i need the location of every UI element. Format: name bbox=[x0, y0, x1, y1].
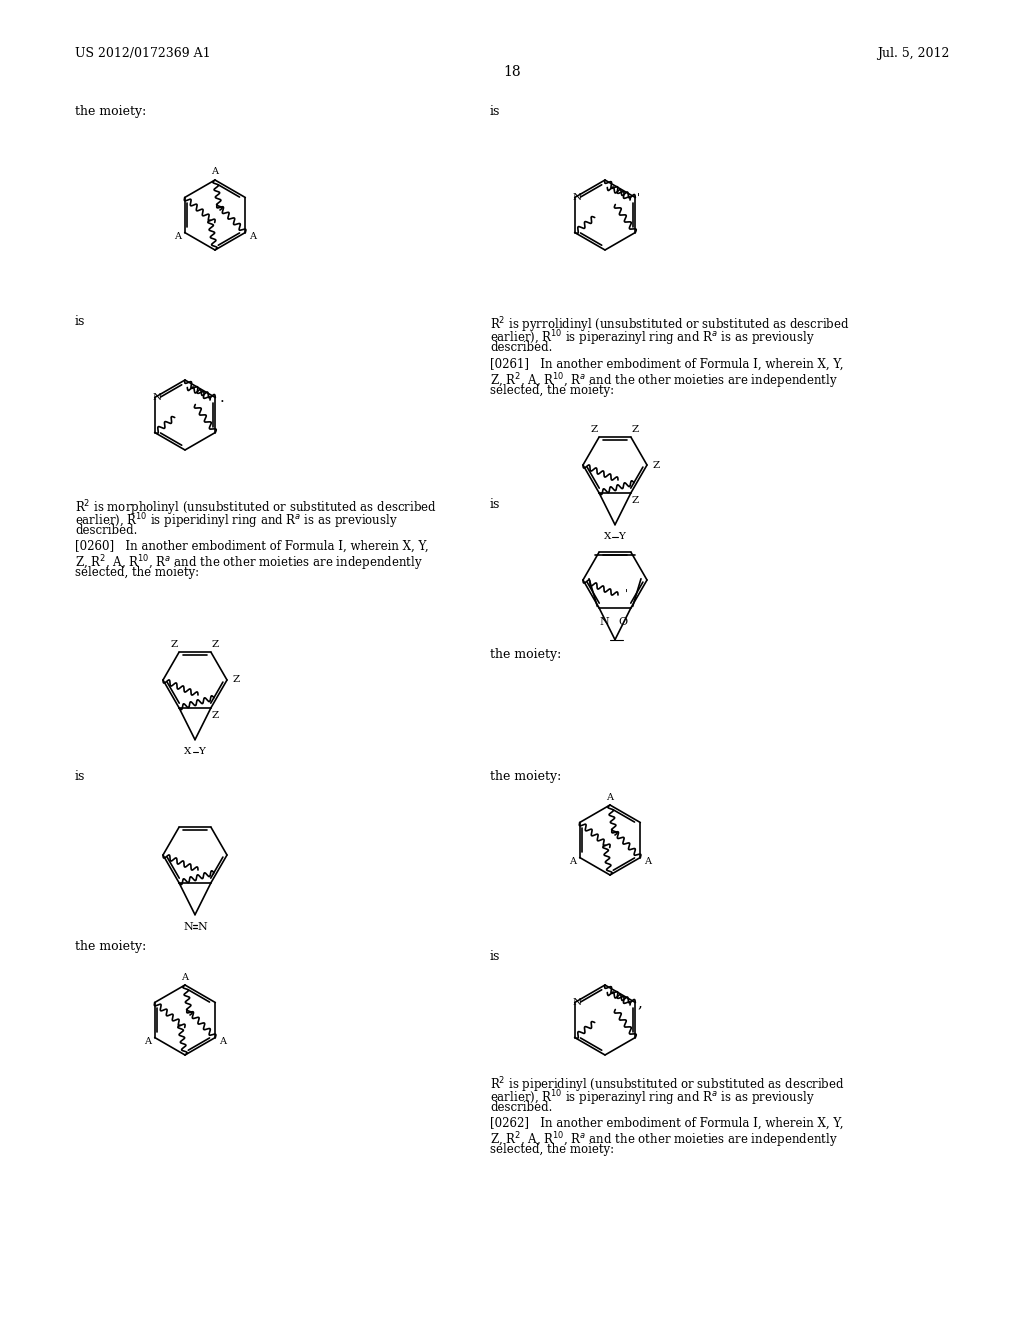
Text: A: A bbox=[174, 232, 181, 242]
Text: is: is bbox=[490, 106, 501, 117]
Text: R$^2$ is pyrrolidinyl (unsubstituted or substituted as described: R$^2$ is pyrrolidinyl (unsubstituted or … bbox=[490, 315, 850, 334]
Text: N: N bbox=[183, 921, 193, 932]
Text: N: N bbox=[572, 998, 582, 1007]
Text: Z: Z bbox=[652, 461, 659, 470]
Text: [0262]   In another embodiment of Formula I, wherein X, Y,: [0262] In another embodiment of Formula … bbox=[490, 1117, 844, 1130]
Text: ,: , bbox=[637, 997, 642, 1010]
Text: is: is bbox=[490, 950, 501, 964]
Text: Z: Z bbox=[232, 676, 240, 685]
Text: A: A bbox=[606, 792, 613, 801]
Text: described.: described. bbox=[75, 524, 137, 537]
Text: A: A bbox=[212, 168, 218, 177]
Text: earlier), R$^{10}$ is piperidinyl ring and R$^a$ is as previously: earlier), R$^{10}$ is piperidinyl ring a… bbox=[75, 511, 397, 531]
Text: [0260]   In another embodiment of Formula I, wherein X, Y,: [0260] In another embodiment of Formula … bbox=[75, 540, 429, 553]
Text: X: X bbox=[604, 532, 611, 541]
Text: selected, the moiety:: selected, the moiety: bbox=[490, 1143, 614, 1156]
Text: earlier), R$^{10}$ is piperazinyl ring and R$^a$ is as previously: earlier), R$^{10}$ is piperazinyl ring a… bbox=[490, 1088, 815, 1107]
Text: O: O bbox=[618, 616, 628, 627]
Text: is: is bbox=[75, 770, 85, 783]
Text: Z: Z bbox=[632, 496, 639, 506]
Text: A: A bbox=[219, 1038, 225, 1045]
Text: N: N bbox=[599, 616, 609, 627]
Text: Z: Z bbox=[632, 425, 639, 434]
Text: Z: Z bbox=[591, 425, 598, 434]
Text: is: is bbox=[490, 498, 501, 511]
Text: N: N bbox=[198, 921, 207, 932]
Text: the moiety:: the moiety: bbox=[490, 770, 561, 783]
Text: N: N bbox=[153, 393, 161, 403]
Text: earlier), R$^{10}$ is piperazinyl ring and R$^a$ is as previously: earlier), R$^{10}$ is piperazinyl ring a… bbox=[490, 327, 815, 347]
Text: [0261]   In another embodiment of Formula I, wherein X, Y,: [0261] In another embodiment of Formula … bbox=[490, 358, 844, 371]
Text: US 2012/0172369 A1: US 2012/0172369 A1 bbox=[75, 48, 211, 59]
Text: R$^2$ is piperidinyl (unsubstituted or substituted as described: R$^2$ is piperidinyl (unsubstituted or s… bbox=[490, 1074, 845, 1094]
Text: Z, R$^2$, A, R$^{10}$, R$^a$ and the other moieties are independently: Z, R$^2$, A, R$^{10}$, R$^a$ and the oth… bbox=[490, 371, 838, 391]
Text: Y: Y bbox=[199, 747, 206, 756]
Text: N: N bbox=[572, 193, 582, 202]
Text: 18: 18 bbox=[503, 65, 521, 79]
Text: ': ' bbox=[625, 589, 628, 599]
Text: Z, R$^2$, A, R$^{10}$, R$^a$ and the other moieties are independently: Z, R$^2$, A, R$^{10}$, R$^a$ and the oth… bbox=[490, 1130, 838, 1150]
Text: Z: Z bbox=[212, 640, 219, 649]
Text: the moiety:: the moiety: bbox=[75, 940, 146, 953]
Text: A: A bbox=[144, 1038, 152, 1045]
Text: the moiety:: the moiety: bbox=[490, 648, 561, 661]
Text: Z: Z bbox=[212, 711, 219, 719]
Text: described.: described. bbox=[490, 341, 552, 354]
Text: Z, R$^2$, A, R$^{10}$, R$^a$ and the other moieties are independently: Z, R$^2$, A, R$^{10}$, R$^a$ and the oth… bbox=[75, 553, 423, 573]
Text: selected, the moiety:: selected, the moiety: bbox=[75, 566, 199, 579]
Text: A: A bbox=[644, 857, 650, 866]
Text: Jul. 5, 2012: Jul. 5, 2012 bbox=[877, 48, 949, 59]
Text: is: is bbox=[75, 315, 85, 327]
Text: described.: described. bbox=[490, 1101, 552, 1114]
Text: A: A bbox=[249, 232, 256, 242]
Text: .: . bbox=[220, 391, 224, 405]
Text: ': ' bbox=[637, 193, 640, 203]
Text: Y: Y bbox=[618, 532, 626, 541]
Text: R$^2$ is morpholinyl (unsubstituted or substituted as described: R$^2$ is morpholinyl (unsubstituted or s… bbox=[75, 498, 436, 517]
Text: Z: Z bbox=[171, 640, 178, 649]
Text: X: X bbox=[184, 747, 191, 756]
Text: selected, the moiety:: selected, the moiety: bbox=[490, 384, 614, 397]
Text: the moiety:: the moiety: bbox=[75, 106, 146, 117]
Text: ,: , bbox=[210, 862, 215, 876]
Text: A: A bbox=[181, 973, 188, 982]
Text: A: A bbox=[569, 857, 577, 866]
